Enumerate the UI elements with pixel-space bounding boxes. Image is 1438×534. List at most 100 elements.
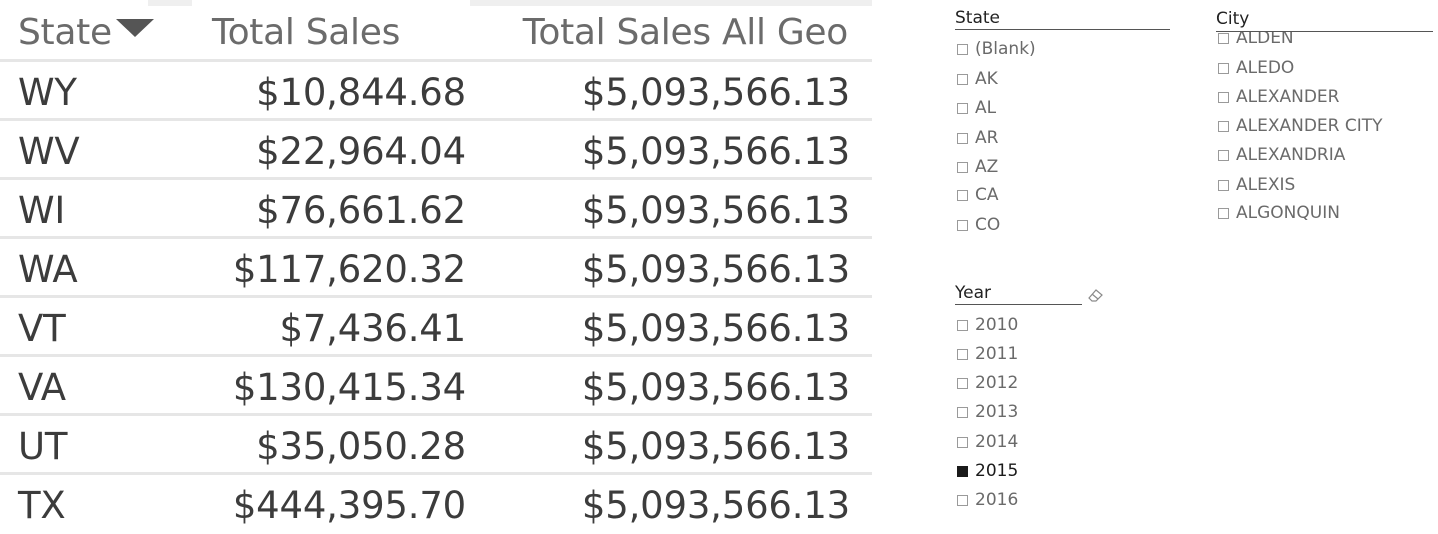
year-slicer-item[interactable]: 2011 — [957, 342, 1018, 366]
header-gap-decoration — [148, 0, 192, 6]
city-slicer-item[interactable]: ALEXANDER — [1218, 85, 1339, 109]
checkbox[interactable] — [957, 102, 968, 114]
state-slicer-item[interactable]: (Blank) — [957, 37, 1036, 61]
cell-total-sales: $444,395.70 — [232, 484, 466, 527]
city-slicer-item[interactable]: ALEXIS — [1218, 173, 1295, 197]
table-header-row: State Total Sales Total Sales All Geo — [0, 0, 872, 62]
column-header-total-sales[interactable]: Total Sales — [212, 12, 401, 53]
state-slicer-title: State — [955, 8, 1000, 28]
city-slicer-title: City — [1216, 9, 1250, 29]
year-slicer-item[interactable]: 2010 — [957, 313, 1018, 337]
cell-state: WY — [18, 71, 77, 114]
checkbox-checked[interactable] — [957, 465, 968, 477]
checkbox[interactable] — [1218, 32, 1229, 44]
checkbox[interactable] — [957, 43, 968, 55]
cell-state: UT — [18, 425, 68, 468]
table-row[interactable]: WI $76,661.62 $5,093,566.13 — [0, 180, 872, 239]
checkbox[interactable] — [1218, 207, 1229, 219]
cell-state: WI — [18, 189, 66, 232]
table-row[interactable]: WA $117,620.32 $5,093,566.13 — [0, 239, 872, 298]
table-row[interactable]: WV $22,964.04 $5,093,566.13 — [0, 121, 872, 180]
year-slicer-item-label: 2011 — [975, 344, 1019, 364]
cell-total-sales-all-geo: $5,093,566.13 — [581, 189, 850, 232]
year-slicer-item[interactable]: 2013 — [957, 400, 1018, 424]
city-slicer-item-label: ALDEN — [1236, 32, 1294, 48]
checkbox[interactable] — [1218, 62, 1229, 74]
checkbox[interactable] — [1218, 91, 1229, 103]
state-slicer-item-label: AK — [975, 69, 998, 89]
cell-state: WA — [18, 248, 78, 291]
checkbox[interactable] — [1218, 149, 1229, 161]
checkbox[interactable] — [957, 348, 968, 360]
state-slicer-item-label: CO — [975, 215, 1001, 235]
checkbox[interactable] — [957, 219, 968, 231]
checkbox[interactable] — [1218, 120, 1229, 132]
cell-total-sales: $117,620.32 — [232, 248, 466, 291]
state-slicer-item[interactable]: CA — [957, 183, 999, 207]
state-slicer-divider — [955, 29, 1170, 30]
table-row[interactable]: VA $130,415.34 $5,093,566.13 — [0, 357, 872, 416]
cell-total-sales-all-geo: $5,093,566.13 — [581, 425, 850, 468]
state-slicer-item-label: AL — [975, 98, 997, 118]
state-slicer-item[interactable]: AR — [957, 126, 998, 150]
city-slicer-item[interactable]: ALEXANDRIA — [1218, 143, 1345, 167]
column-header-state[interactable]: State — [18, 12, 112, 53]
city-slicer-item-label: ALEXANDER — [1236, 87, 1340, 107]
year-slicer-item-selected[interactable]: 2015 — [957, 459, 1018, 483]
city-slicer-list[interactable]: ALDEN ALEDO ALEXANDER ALEXANDER CITY ALE… — [1216, 32, 1438, 232]
state-slicer-item[interactable]: AK — [957, 67, 998, 91]
city-slicer-item-label: ALGONQUIN — [1236, 203, 1340, 223]
checkbox[interactable] — [957, 189, 968, 201]
cell-state: VA — [18, 366, 66, 409]
cell-total-sales-all-geo: $5,093,566.13 — [581, 366, 850, 409]
state-slicer-item[interactable]: AL — [957, 96, 996, 120]
sort-caret-down-icon[interactable] — [116, 19, 154, 37]
city-slicer-item[interactable]: ALEDO — [1218, 56, 1294, 80]
year-slicer-item[interactable]: 2014 — [957, 430, 1018, 454]
year-slicer-item-label: 2012 — [975, 373, 1019, 393]
table-row[interactable]: VT $7,436.41 $5,093,566.13 — [0, 298, 872, 357]
table-row[interactable]: WY $10,844.68 $5,093,566.13 — [0, 62, 872, 121]
table-row[interactable]: TX $444,395.70 $5,093,566.13 — [0, 475, 872, 534]
city-slicer-item-label: ALEXIS — [1236, 175, 1296, 195]
checkbox[interactable] — [957, 494, 968, 506]
column-header-total-sales-all-geo[interactable]: Total Sales All Geo — [522, 12, 849, 53]
year-slicer-divider — [955, 304, 1082, 305]
state-slicer-item[interactable]: CO — [957, 213, 1000, 237]
cell-total-sales-all-geo: $5,093,566.13 — [581, 484, 850, 527]
year-slicer-item-label: 2013 — [975, 402, 1019, 422]
cell-state: TX — [18, 484, 66, 527]
state-slicer-item-label: AZ — [975, 157, 999, 177]
state-slicer-item-label: (Blank) — [975, 39, 1036, 59]
city-slicer-item[interactable]: ALEXANDER CITY — [1218, 114, 1383, 138]
table-row[interactable]: UT $35,050.28 $5,093,566.13 — [0, 416, 872, 475]
checkbox[interactable] — [1218, 179, 1229, 191]
cell-total-sales: $76,661.62 — [256, 189, 466, 232]
year-slicer-item[interactable]: 2012 — [957, 371, 1018, 395]
year-slicer-item[interactable]: 2016 — [957, 488, 1018, 512]
year-slicer-item-label: 2016 — [975, 490, 1019, 510]
city-slicer-divider — [1216, 31, 1433, 32]
checkbox[interactable] — [957, 406, 968, 418]
eraser-icon[interactable] — [1087, 287, 1105, 303]
state-slicer-item[interactable]: AZ — [957, 155, 998, 179]
cell-state: VT — [18, 307, 66, 350]
checkbox[interactable] — [957, 436, 968, 448]
checkbox[interactable] — [957, 132, 968, 144]
cell-state: WV — [18, 130, 80, 173]
cell-total-sales-all-geo: $5,093,566.13 — [581, 248, 850, 291]
sales-table: State Total Sales Total Sales All Geo WY… — [0, 0, 872, 534]
checkbox[interactable] — [957, 377, 968, 389]
year-slicer-item-label: 2015 — [975, 461, 1019, 481]
header-gap-decoration — [470, 0, 872, 6]
checkbox[interactable] — [957, 73, 968, 85]
state-slicer-item-label: AR — [975, 128, 999, 148]
city-slicer-item[interactable]: ALDEN — [1218, 32, 1294, 50]
cell-total-sales: $7,436.41 — [279, 307, 466, 350]
cell-total-sales-all-geo: $5,093,566.13 — [581, 130, 850, 173]
cell-total-sales: $35,050.28 — [256, 425, 466, 468]
checkbox[interactable] — [957, 161, 968, 173]
state-slicer-item-label: CA — [975, 185, 999, 205]
checkbox[interactable] — [957, 319, 968, 331]
city-slicer-item[interactable]: ALGONQUIN — [1218, 201, 1340, 225]
